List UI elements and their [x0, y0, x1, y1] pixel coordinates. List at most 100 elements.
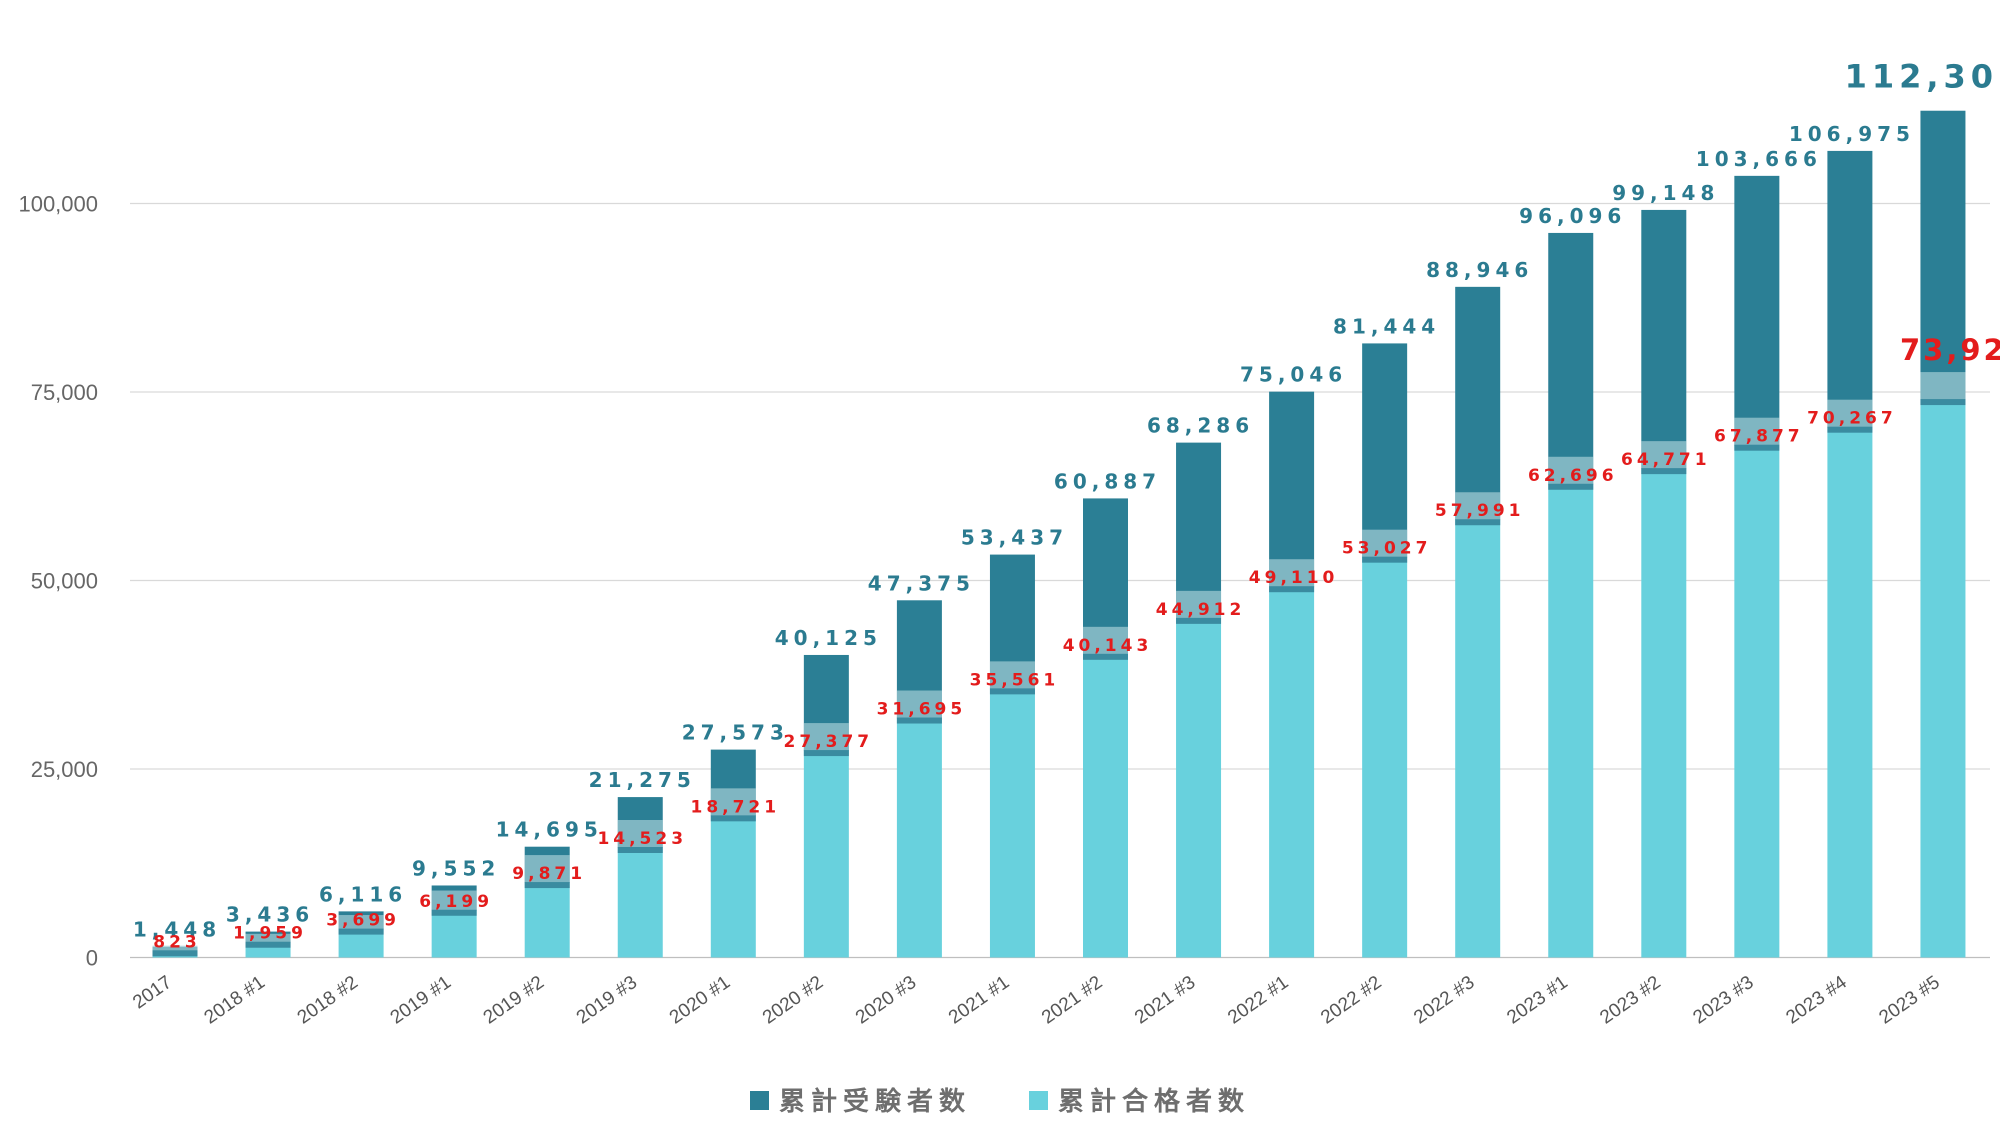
- passer-label: 1,959: [233, 924, 307, 944]
- total-label: 103,666: [1696, 147, 1822, 171]
- passer-label: 18,721: [690, 797, 780, 817]
- passer-label: 57,991: [1435, 501, 1525, 521]
- passer-label: 67,877: [1714, 427, 1804, 447]
- x-tick-label: 2023 #4: [1782, 972, 1851, 1029]
- total-label: 1,448: [133, 918, 221, 942]
- bar-label-band: [245, 933, 291, 943]
- bars: [152, 110, 1966, 958]
- total-label: 112,305: [1845, 58, 2000, 96]
- passer-label: 62,696: [1528, 466, 1618, 486]
- legend: 累計受験者数 累計合格者数: [750, 1086, 1250, 1117]
- bar-passers: [1734, 445, 1780, 958]
- x-tick-label: 2023 #1: [1503, 972, 1571, 1029]
- bar-label-band: [896, 690, 942, 719]
- total-label: 75,046: [1240, 363, 1347, 387]
- bar-passers: [1548, 484, 1594, 958]
- passer-label: 73,929: [1900, 333, 2000, 367]
- y-axis: 0 25,000 50,000 75,000 100,000: [18, 192, 98, 971]
- bar-examinees: [1827, 150, 1873, 428]
- bar-passers: [524, 883, 570, 958]
- bar-divider: [896, 717, 942, 724]
- legend-swatch-passers: [1029, 1091, 1048, 1110]
- bar-passers: [1362, 557, 1408, 958]
- bar-divider: [710, 815, 756, 822]
- bar-passers: [1455, 520, 1501, 958]
- total-label: 6,116: [319, 882, 407, 906]
- y-tick-label: 25,000: [31, 757, 98, 782]
- bar-label-band: [1548, 456, 1594, 485]
- bar-divider: [1548, 483, 1594, 490]
- x-tick-label: 2022 #2: [1317, 972, 1385, 1029]
- x-tick-label: 2022 #3: [1410, 972, 1478, 1029]
- bar-passers: [896, 718, 942, 958]
- x-tick-label: 2019 #1: [387, 972, 455, 1029]
- bar-passers: [1269, 587, 1315, 958]
- bar-passers: [431, 910, 477, 958]
- bar-label-band: [617, 819, 663, 848]
- total-label: 27,573: [682, 721, 789, 745]
- bar-label-band: [1176, 590, 1222, 619]
- x-axis: 2017 2018 #1 2018 #2 2019 #1 2019 #2 2019 #3 2…: [129, 972, 1944, 1029]
- bar-examinees: [1362, 343, 1408, 558]
- passer-label: 53,027: [1342, 539, 1432, 559]
- bar-divider: [803, 750, 849, 757]
- bar-passers: [710, 816, 756, 958]
- passer-label: 3,699: [326, 911, 400, 931]
- x-tick-label: 2020 #3: [852, 972, 920, 1029]
- passer-label: 31,695: [877, 700, 967, 720]
- total-label: 47,375: [868, 571, 975, 595]
- passer-label: 9,871: [512, 864, 586, 884]
- bar-passers: [1176, 618, 1222, 958]
- bar-label-band: [431, 890, 477, 911]
- bar-divider: [431, 909, 477, 916]
- total-label: 40,125: [775, 626, 882, 650]
- x-tick-label: 2023 #5: [1876, 972, 1944, 1029]
- bar-examinees: [1176, 442, 1222, 619]
- total-label: 3,436: [226, 903, 314, 927]
- bar-examinees: [1641, 209, 1687, 470]
- bar-label-band: [1455, 492, 1501, 521]
- passer-label: 49,110: [1249, 568, 1339, 588]
- bar-divider: [152, 950, 198, 957]
- y-tick-label: 100,000: [18, 192, 98, 217]
- bar-passers: [617, 847, 663, 958]
- passer-label: 27,377: [784, 732, 874, 752]
- bar-passers: [989, 689, 1035, 958]
- passer-label: 44,912: [1156, 600, 1246, 620]
- y-tick-label: 50,000: [31, 569, 98, 594]
- total-label: 53,437: [961, 526, 1068, 550]
- legend-label-passers: 累計合格者数: [1058, 1086, 1250, 1117]
- total-label: 9,552: [412, 856, 500, 880]
- passer-label: 70,267: [1807, 409, 1897, 429]
- bar-label-band: [1362, 529, 1408, 558]
- bar-passers: [1827, 427, 1873, 958]
- legend-label-examinees: 累計受験者数: [779, 1086, 971, 1117]
- total-label: 99,148: [1612, 181, 1719, 205]
- passer-label: 823: [153, 932, 201, 952]
- x-tick-label: 2021 #2: [1038, 972, 1106, 1029]
- x-tick-label: 2020 #1: [666, 972, 734, 1029]
- x-tick-label: 2023 #2: [1596, 972, 1664, 1029]
- x-tick-label: 2019 #2: [480, 972, 548, 1029]
- x-tick-label: 2020 #2: [759, 972, 827, 1029]
- x-tick-label: 2017: [129, 972, 176, 1013]
- total-label: 68,286: [1147, 414, 1254, 438]
- bar-label-band: [1641, 441, 1687, 470]
- total-label: 106,975: [1789, 122, 1915, 146]
- bar-label-band: [1734, 417, 1780, 446]
- bar-label-band: [1920, 372, 1966, 401]
- x-tick-label: 2019 #3: [573, 972, 641, 1029]
- total-label: 81,444: [1333, 314, 1440, 338]
- total-label: 88,946: [1426, 258, 1533, 282]
- total-label: 60,887: [1054, 469, 1161, 493]
- bar-label-band: [1827, 399, 1873, 428]
- bar-label-band: [338, 915, 384, 930]
- x-tick-label: 2022 #1: [1224, 972, 1292, 1029]
- passer-label: 64,771: [1621, 450, 1711, 470]
- bar-examinees: [1734, 175, 1780, 446]
- bar-passers: [1641, 469, 1687, 958]
- legend-swatch-examinees: [750, 1091, 769, 1110]
- bar-label-band: [710, 788, 756, 817]
- bar-divider: [617, 846, 663, 853]
